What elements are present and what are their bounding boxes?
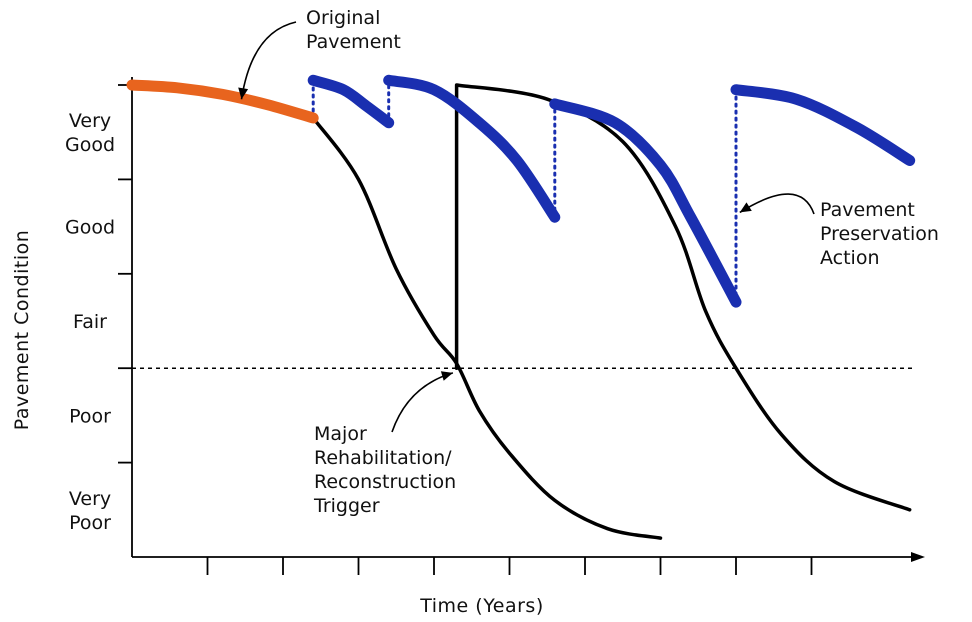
rehab-curve <box>454 83 912 512</box>
y-category-label: Fair <box>73 311 107 333</box>
original-annotation-arrowhead <box>238 87 249 100</box>
original-annotation-text: Pavement <box>306 31 401 53</box>
preservation-annotation-arrow <box>739 193 815 215</box>
preservation-annotation-text: Action <box>820 247 880 269</box>
preservation-annotation-text: Preservation <box>820 223 939 245</box>
y-category-label: Very <box>69 488 111 510</box>
trigger-annotation-arrow <box>391 372 454 433</box>
preservation-curve <box>383 74 561 223</box>
preservation-curve <box>307 74 395 129</box>
trigger-annotation-text: Rehabilitation/ <box>314 447 452 469</box>
preservation-curve <box>730 84 916 166</box>
y-axis-title: Pavement Condition <box>11 230 33 431</box>
original-curve <box>126 79 319 124</box>
y-category-label: Good <box>65 134 115 156</box>
rehab-curve <box>311 116 663 540</box>
preservation-annotation-text: Pavement <box>820 199 915 221</box>
preservation-annotation-arrowhead <box>739 202 752 213</box>
y-category-label: Poor <box>69 405 111 427</box>
trigger-annotation-arrowhead <box>440 371 453 381</box>
trigger-annotation-text: Trigger <box>313 495 380 517</box>
trigger-annotation-text: Major <box>314 423 367 445</box>
trigger-annotation-text: Reconstruction <box>314 471 456 493</box>
original-annotation-arrow <box>240 21 297 100</box>
y-category-label: Very <box>69 110 111 132</box>
x-axis-title: Time (Years) <box>419 595 544 617</box>
y-category-label: Good <box>65 217 115 239</box>
y-category-label: Poor <box>69 512 111 534</box>
original-annotation-text: Original <box>306 7 380 29</box>
preservation-curve <box>549 98 742 308</box>
x-axis-arrowhead <box>911 552 925 562</box>
